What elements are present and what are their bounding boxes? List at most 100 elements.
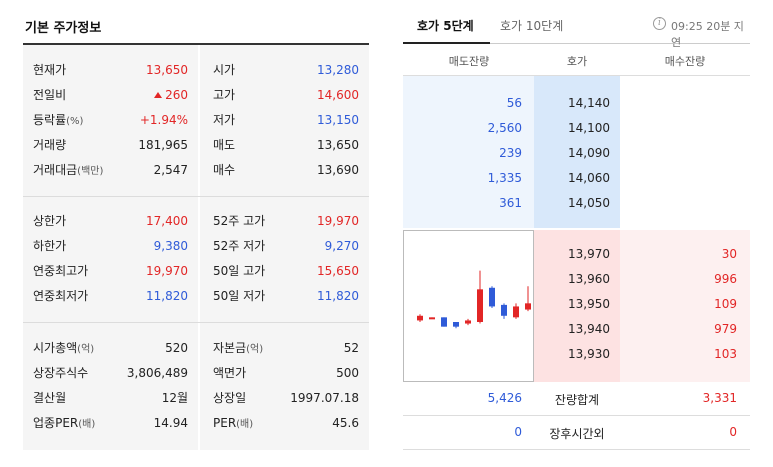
candle-chart-svg	[417, 270, 531, 329]
after-hours-bid: 0	[729, 425, 737, 439]
info-label-text: 상장일	[213, 391, 247, 405]
info-label: 시가총액(억)	[33, 336, 94, 362]
info-label: 매도	[213, 133, 235, 158]
info-row: 액면가 500	[200, 361, 369, 386]
info-value: 9,380	[154, 234, 188, 259]
header-price: 호가	[566, 55, 588, 68]
info-value: 45.6	[332, 411, 359, 436]
info-label: 자본금(억)	[213, 336, 263, 362]
info-value-text: 14.94	[153, 416, 188, 430]
block-left-column: 현재가 13,650 전일비 260 등락률(%) +1.94% 거래량 181,965 거래대…	[23, 45, 198, 196]
info-row: 매도 13,650	[200, 133, 369, 158]
info-row: 저가 13,150	[200, 108, 369, 133]
panel-title: 기본 주가정보	[25, 21, 102, 36]
info-label-text: 상한가	[33, 214, 67, 228]
candle-body	[477, 289, 483, 322]
info-row: 자본금(억) 52	[200, 336, 369, 361]
info-value-text: 52	[343, 341, 359, 355]
ask-price-cell: 14,060	[568, 171, 610, 185]
info-row: 매수 13,690	[200, 158, 369, 183]
info-value: 13,690	[317, 158, 359, 183]
after-hours-label: 장후시간외	[549, 427, 605, 441]
info-value: 13,150	[317, 108, 359, 133]
bid-qty-area	[620, 230, 750, 382]
tab-orderbook-10[interactable]: 호가 10단계	[500, 19, 564, 33]
info-label: 50일 저가	[213, 284, 265, 309]
info-label: 현재가	[33, 58, 66, 83]
bid-price-cell: 13,930	[568, 347, 610, 361]
ask-qty-cell: 361	[499, 196, 522, 210]
bid-price-cell: 13,960	[568, 272, 610, 286]
info-row: 업종PER(배) 14.94	[23, 411, 198, 436]
info-row: 52주 고가 19,970	[200, 209, 369, 234]
info-row: 상장일 1997.07.18	[200, 386, 369, 411]
info-value-text: 520	[165, 341, 188, 355]
info-label-text: 저가	[213, 113, 236, 127]
info-value-text: 3,806,489	[126, 366, 188, 380]
tab-orderbook-5[interactable]: 호가 5단계	[417, 19, 474, 33]
bid-qty-cell: 103	[714, 347, 737, 361]
info-value-text: 13,690	[317, 163, 359, 177]
candle-body	[417, 315, 423, 321]
info-value: 19,970	[317, 209, 359, 234]
info-label-text: 시가	[213, 63, 236, 77]
info-value-text: 9,270	[324, 239, 359, 253]
info-icon[interactable]: i	[653, 17, 666, 30]
ask-qty-cell: 239	[499, 146, 522, 160]
info-value: 11,820	[146, 284, 188, 309]
info-value-text: 9,380	[153, 239, 188, 253]
ask-price-area	[534, 76, 620, 228]
info-label-unit: (백만)	[77, 166, 104, 177]
ask-qty-cell: 1,335	[487, 171, 522, 185]
info-value: 15,650	[317, 259, 359, 284]
info-value: 13,280	[317, 58, 359, 83]
info-label-unit: (억)	[246, 344, 264, 355]
ask-qty-cell: 2,560	[487, 121, 522, 135]
info-value-text: 45.6	[332, 416, 359, 430]
info-label-text: 전일비	[33, 88, 67, 102]
info-value-text: 13,650	[317, 138, 359, 152]
info-label: 액면가	[213, 361, 246, 386]
info-value: +1.94%	[140, 108, 188, 133]
info-row: 상장주식수 3,806,489	[23, 361, 198, 386]
info-label-text: 연중최저가	[33, 289, 89, 303]
info-label: 상장주식수	[33, 361, 88, 386]
order-book-panel: 호가 5단계 호가 10단계 i 09:25 20분 지연 매도잔량 호가 매수…	[403, 0, 750, 467]
info-value-text: 14,600	[317, 88, 359, 102]
info-label-text: 거래대금	[33, 163, 78, 177]
ask-qty-area	[403, 76, 534, 228]
info-row: 시가총액(억) 520	[23, 336, 198, 361]
ask-price-cell: 14,100	[568, 121, 610, 135]
column-divider	[198, 197, 200, 322]
info-value: 2,547	[154, 158, 188, 183]
info-label-text: 52주 고가	[213, 214, 266, 228]
title-divider	[23, 43, 369, 45]
info-label-unit: (배)	[78, 419, 96, 430]
info-label: 업종PER(배)	[33, 411, 95, 437]
bid-price-cell: 13,950	[568, 297, 610, 311]
info-value-text: 181,965	[138, 138, 188, 152]
info-value-text: 11,820	[317, 289, 359, 303]
info-value-text: +1.94%	[139, 113, 188, 127]
info-value: 260	[154, 83, 188, 108]
info-label: 전일비	[33, 83, 66, 108]
info-label: 시가	[213, 58, 235, 83]
basic-stock-info-panel: 기본 주가정보 현재가 13,650 전일비 260 등락률(%) +1.94% 거래량 18…	[23, 0, 369, 467]
orderbook-header: 매도잔량 호가 매수잔량	[403, 44, 750, 76]
info-label: 등락률(%)	[33, 108, 83, 134]
info-label-text: 상장주식수	[33, 366, 89, 380]
candle-body	[429, 317, 435, 320]
info-label: 거래량	[33, 133, 66, 158]
info-label: 하한가	[33, 234, 66, 259]
after-hours-row: 0 장후시간외 0	[403, 416, 750, 450]
info-label-text: 결산월	[33, 391, 67, 405]
header-ask-qty: 매도잔량	[448, 55, 490, 68]
info-value-text: 13,150	[317, 113, 359, 127]
after-hours-ask: 0	[514, 425, 522, 439]
active-tab-indicator	[403, 42, 490, 44]
block-left-column: 시가총액(억) 520 상장주식수 3,806,489 결산월 12월 업종PER(배) 14…	[23, 323, 198, 450]
candle-body	[489, 287, 495, 307]
info-label-text: 등락률	[33, 113, 67, 127]
info-value: 11,820	[317, 284, 359, 309]
info-value: 181,965	[138, 133, 188, 158]
